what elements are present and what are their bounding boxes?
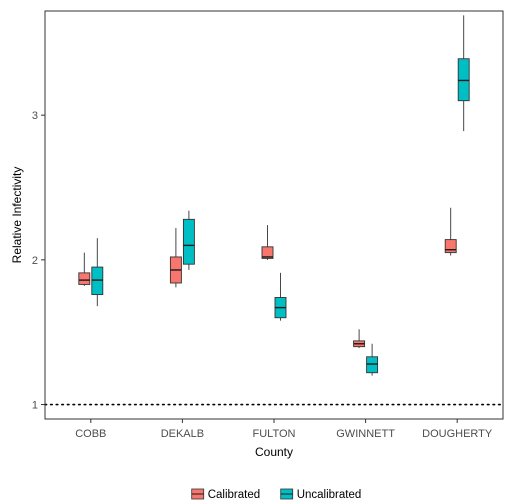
x-axis: COBB DEKALB FULTON GWINNETT DOUGHERTY	[75, 419, 493, 440]
box-calibrated-gwinnett	[353, 329, 366, 349]
box-uncalibrated-fulton	[274, 272, 287, 321]
box	[457, 58, 470, 102]
y-axis: 1 2 3	[32, 110, 45, 412]
plot-panel	[44, 10, 504, 420]
legend-label: Uncalibrated	[297, 489, 362, 501]
x-axis-title: County	[255, 445, 293, 459]
box-calibrated-dougherty	[444, 207, 457, 256]
box	[78, 272, 91, 285]
box-uncalibrated-cobb	[91, 238, 104, 307]
x-tick-label: GWINNETT	[336, 428, 395, 440]
legend-label: Calibrated	[208, 489, 260, 501]
y-axis-title: Relative Infectivity	[10, 167, 24, 264]
legend-item-calibrated: Calibrated	[191, 488, 260, 501]
box	[182, 218, 195, 265]
y-tick-label: 2	[32, 255, 38, 267]
x-tick-label: FULTON	[253, 428, 296, 440]
x-tick-label: DOUGHERTY	[422, 428, 493, 440]
boxes-layer	[78, 15, 470, 376]
x-tick-label: DEKALB	[161, 428, 204, 440]
box	[261, 246, 274, 259]
legend-item-uncalibrated: Uncalibrated	[280, 488, 362, 501]
x-tick-label: COBB	[75, 428, 106, 440]
y-tick-label: 3	[32, 110, 38, 122]
box-calibrated-dekalb	[169, 228, 182, 288]
box-uncalibrated-gwinnett	[366, 343, 379, 376]
box	[444, 239, 457, 254]
box-uncalibrated-dekalb	[182, 210, 195, 270]
box-calibrated-cobb	[78, 252, 91, 286]
box-uncalibrated-dougherty	[457, 15, 470, 132]
legend: Calibrated Uncalibrated	[191, 488, 362, 501]
box	[366, 356, 379, 374]
box	[91, 266, 104, 296]
box-calibrated-fulton	[261, 225, 274, 260]
y-tick-label: 1	[32, 400, 38, 412]
